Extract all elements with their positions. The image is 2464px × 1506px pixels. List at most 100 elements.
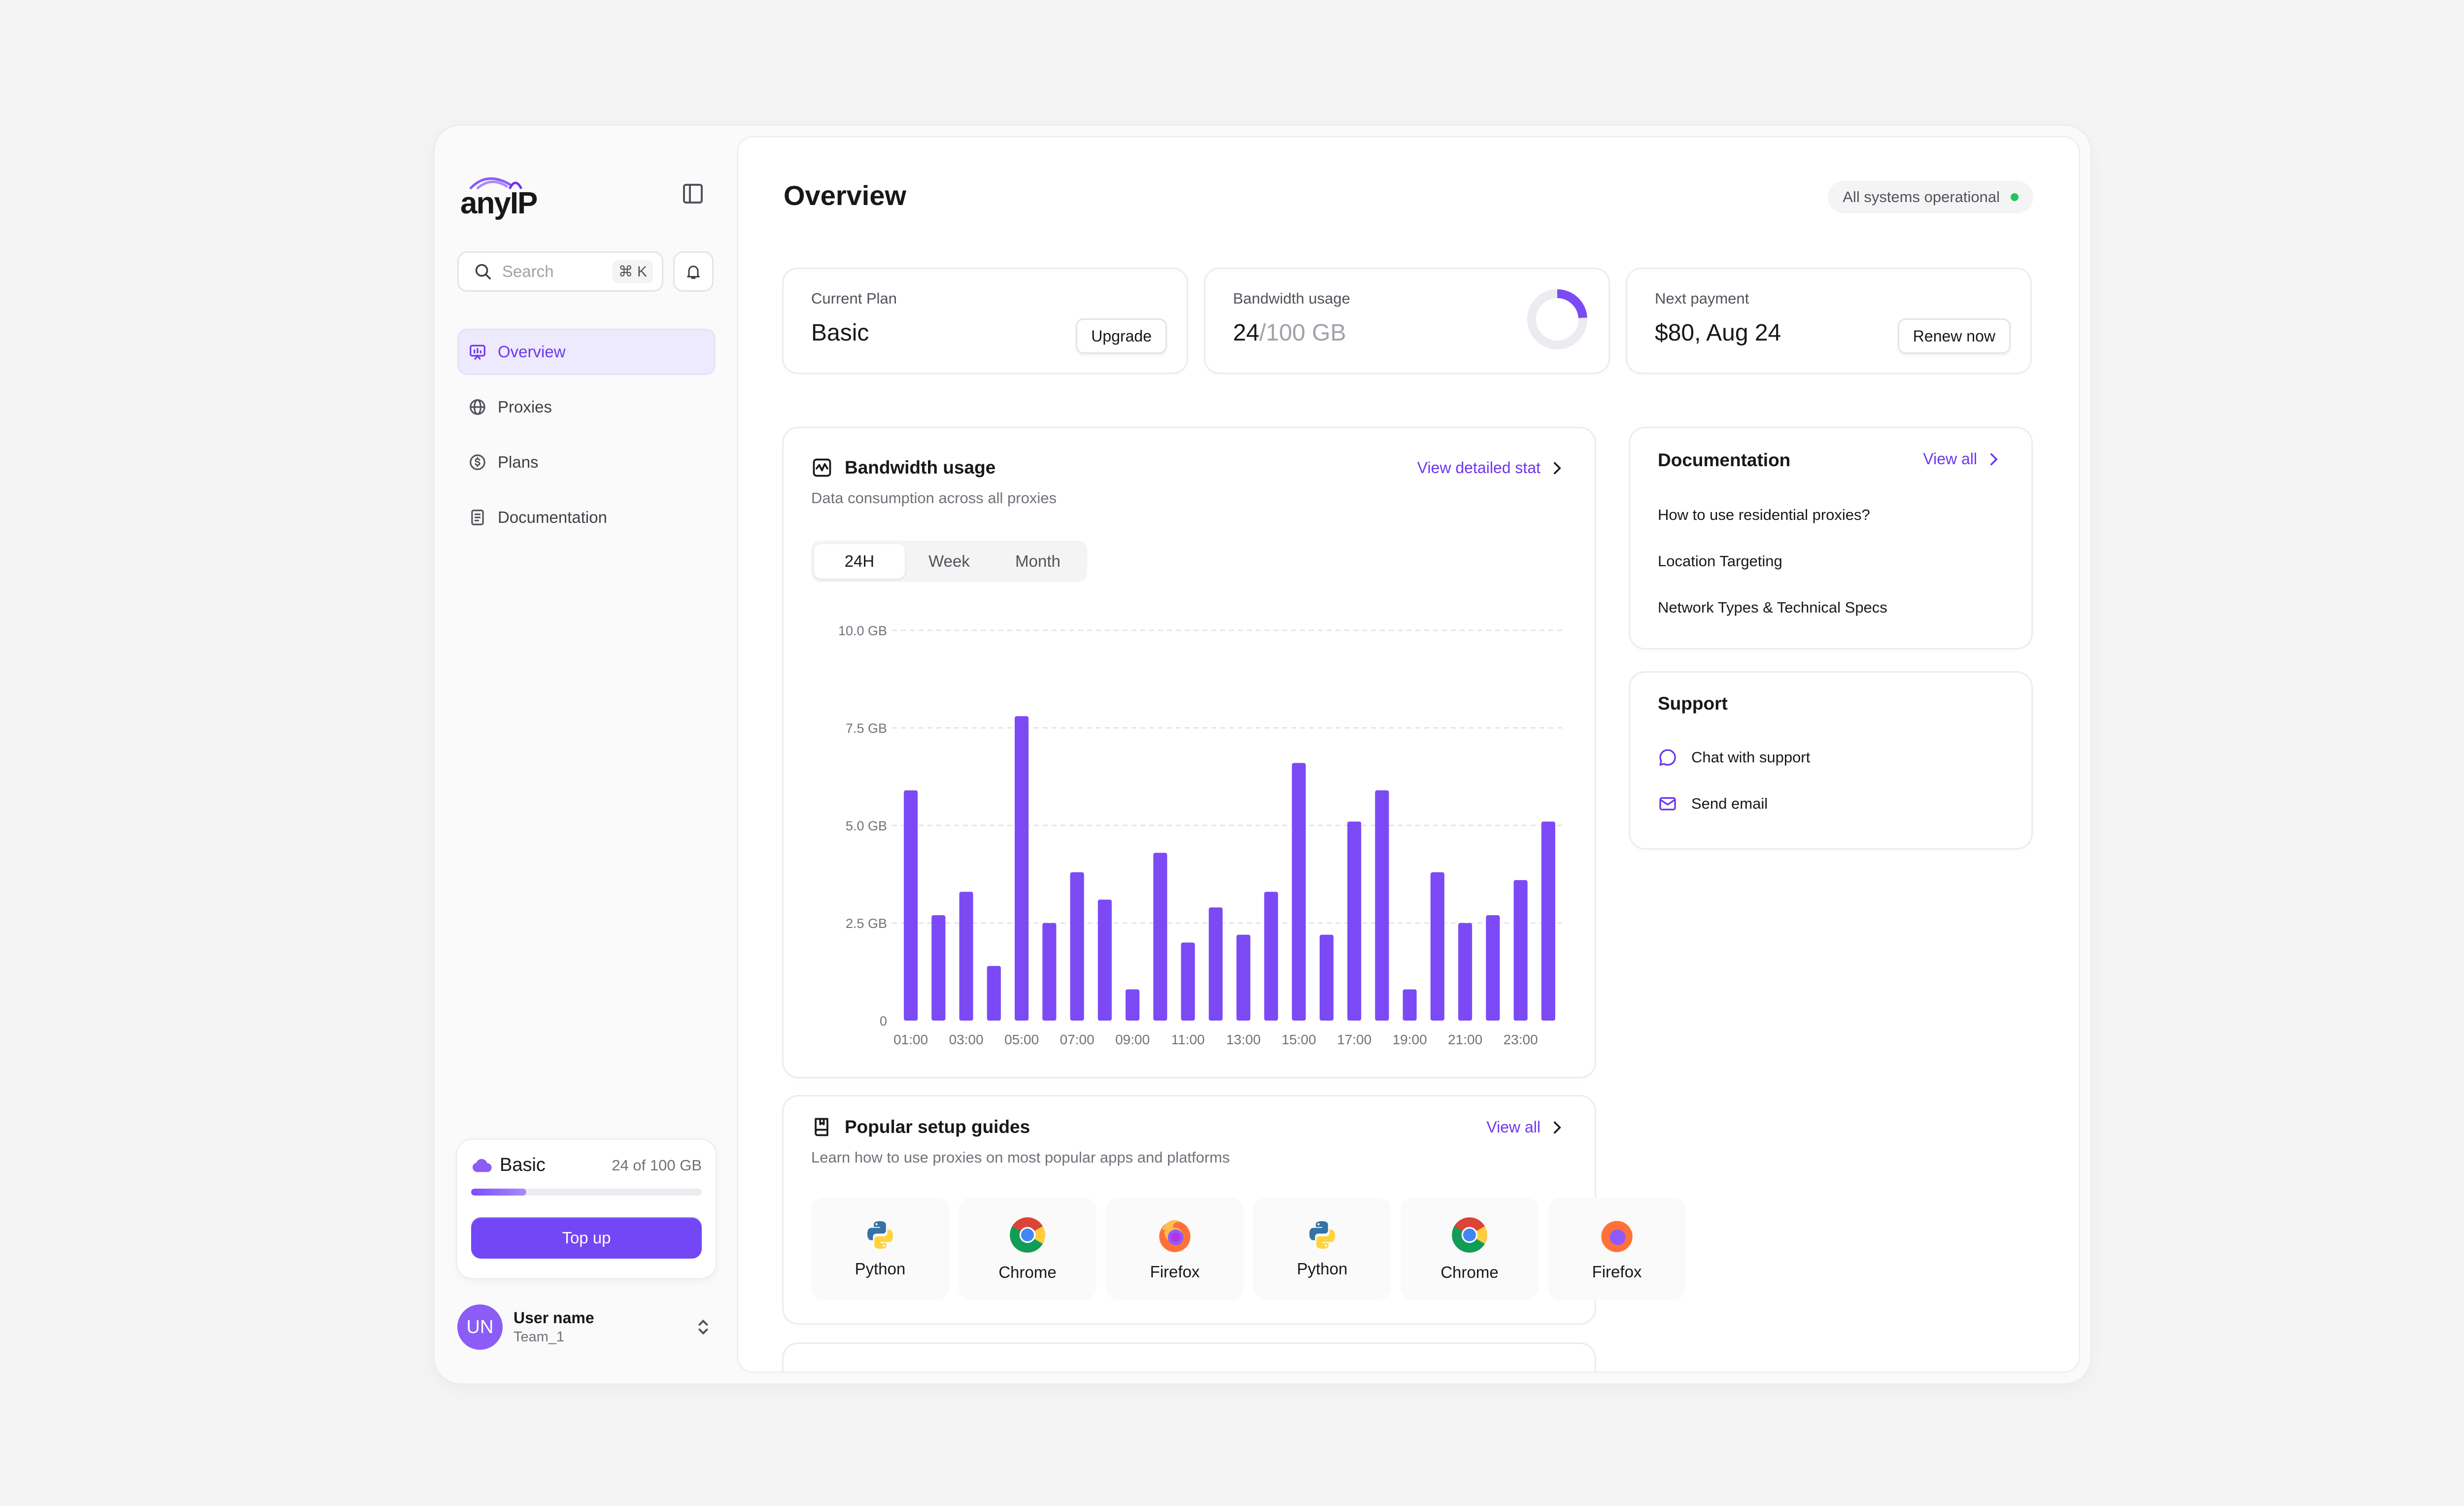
- support-item-label: Send email: [1691, 795, 1768, 812]
- chart-bar[interactable]: [1236, 934, 1251, 1021]
- x-tick-label: 21:00: [1448, 1032, 1482, 1047]
- x-tick-label: 17:00: [1337, 1032, 1371, 1047]
- chat-icon: [1659, 749, 1676, 766]
- chart-bar[interactable]: [1375, 790, 1389, 1021]
- bandwidth-used: 24: [1233, 320, 1260, 346]
- chat-with-support-link[interactable]: Chat with support: [1658, 748, 1810, 767]
- search-shortcut: ⌘ K: [612, 260, 653, 283]
- support-card: Support Chat with support Send email: [1630, 673, 2031, 848]
- status-dot-icon: [2011, 193, 2019, 201]
- dollar-icon: [470, 454, 485, 470]
- chart-bar[interactable]: [904, 790, 918, 1021]
- bandwidth-total: /100 GB: [1259, 320, 1346, 346]
- x-tick-label: 03:00: [949, 1032, 984, 1047]
- guide-name: Firefox: [1150, 1263, 1200, 1281]
- guide-firefox[interactable]: Firefox: [1548, 1198, 1686, 1300]
- chart-bar[interactable]: [1208, 907, 1223, 1021]
- chart-bar[interactable]: [1458, 923, 1472, 1021]
- chart-bar[interactable]: [1513, 880, 1528, 1021]
- notifications-button[interactable]: [673, 251, 714, 292]
- doc-link[interactable]: Network Types & Technical Specs: [1658, 599, 1887, 616]
- logo-arcs-icon: [469, 177, 523, 190]
- chart-bar[interactable]: [1015, 716, 1029, 1021]
- chrome-icon: [1010, 1217, 1045, 1253]
- tab-week[interactable]: Week: [928, 552, 970, 570]
- cloud-icon: [472, 1159, 492, 1172]
- send-email-link[interactable]: Send email: [1658, 794, 1768, 814]
- user-menu[interactable]: UN User name Team_1: [457, 1303, 716, 1351]
- sidebar-toggle-icon[interactable]: [683, 184, 703, 204]
- chart-bar[interactable]: [1347, 821, 1362, 1021]
- view-detailed-stat-link[interactable]: View detailed stat: [1417, 459, 1562, 477]
- chart-bar[interactable]: [1070, 872, 1084, 1021]
- card-title: Popular setup guides: [811, 1116, 1030, 1138]
- main-content: Overview All systems operational Current…: [738, 137, 2079, 1371]
- chevron-updown-icon[interactable]: [696, 1317, 711, 1337]
- x-tick-label: 19:00: [1393, 1032, 1427, 1047]
- guide-firefox[interactable]: Firefox: [1106, 1198, 1244, 1300]
- tab-24h[interactable]: 24H: [814, 544, 905, 579]
- doc-link[interactable]: How to use residential proxies?: [1658, 506, 1870, 523]
- renew-now-button[interactable]: Renew now: [1897, 318, 2011, 354]
- chart-bar[interactable]: [987, 966, 1001, 1021]
- upgrade-button[interactable]: Upgrade: [1076, 318, 1167, 354]
- chart-bar[interactable]: [931, 915, 946, 1021]
- logo[interactable]: anyIP: [460, 173, 538, 219]
- chart-bar[interactable]: [1403, 989, 1417, 1021]
- chart-bar[interactable]: [1153, 853, 1167, 1021]
- link-text: View all: [1923, 450, 1977, 468]
- stat-value: $80, Aug 24: [1655, 320, 1781, 346]
- card-title: Documentation: [1658, 450, 1791, 470]
- chart-bar[interactable]: [959, 891, 973, 1021]
- guide-python[interactable]: Python: [1253, 1198, 1391, 1300]
- card-title: Support: [1658, 693, 1728, 714]
- next-payment-card: Next payment $80, Aug 24 Renew now: [1627, 269, 2030, 373]
- chart-bar[interactable]: [1181, 942, 1195, 1021]
- chart-bar[interactable]: [1097, 899, 1112, 1021]
- plan-name: Basic: [471, 1155, 546, 1176]
- x-tick-label: 05:00: [1004, 1032, 1039, 1047]
- chart-bar[interactable]: [1319, 934, 1334, 1021]
- x-tick-label: 23:00: [1504, 1032, 1538, 1047]
- chart-bar[interactable]: [1541, 821, 1555, 1021]
- search-input[interactable]: Search ⌘ K: [457, 251, 663, 292]
- sidebar-item-proxies[interactable]: Proxies: [457, 384, 716, 430]
- card-title-text: Bandwidth usage: [845, 457, 996, 478]
- avatar: UN: [457, 1304, 503, 1350]
- card-title: Bandwidth usage: [811, 457, 995, 479]
- chart-bar[interactable]: [1486, 915, 1500, 1021]
- sidebar-item-documentation[interactable]: Documentation: [457, 494, 716, 541]
- guide-python[interactable]: Python: [811, 1198, 949, 1300]
- guides-view-all-link[interactable]: View all: [1486, 1118, 1562, 1136]
- chart-bar[interactable]: [1126, 989, 1140, 1021]
- guide-chrome[interactable]: Chrome: [1401, 1198, 1539, 1300]
- doc-link[interactable]: Location Targeting: [1658, 552, 1782, 570]
- docs-view-all-link[interactable]: View all: [1923, 450, 1999, 468]
- period-tabs: 24H Week Month: [811, 541, 1087, 582]
- chart-bar[interactable]: [1292, 763, 1306, 1021]
- top-up-button[interactable]: Top up: [471, 1217, 702, 1259]
- firefox-icon: [1159, 1220, 1191, 1252]
- sidebar-item-label: Documentation: [498, 508, 607, 526]
- chart-bar[interactable]: [1430, 872, 1444, 1021]
- guide-chrome[interactable]: Chrome: [958, 1198, 1096, 1300]
- sidebar-item-overview[interactable]: Overview: [457, 329, 716, 375]
- tab-month[interactable]: Month: [1015, 552, 1061, 570]
- current-plan-card: Current Plan Basic Upgrade: [784, 269, 1187, 373]
- chart-bar[interactable]: [1264, 891, 1278, 1021]
- bandwidth-donut-arc: [1527, 289, 1587, 349]
- card-subtitle: Learn how to use proxies on most popular…: [811, 1149, 1230, 1166]
- system-status-badge: All systems operational: [1828, 181, 2033, 213]
- sidebar-item-plans[interactable]: Plans: [457, 439, 716, 485]
- python-icon: [867, 1221, 893, 1249]
- y-tick-label: 10.0 GB: [838, 623, 887, 638]
- y-tick-label: 7.5 GB: [846, 721, 887, 736]
- chart-bar[interactable]: [1042, 923, 1057, 1021]
- x-tick-label: 15:00: [1282, 1032, 1316, 1047]
- guide-name: Firefox: [1592, 1263, 1642, 1281]
- stat-label: Next payment: [1655, 290, 1749, 307]
- x-tick-label: 01:00: [893, 1032, 928, 1047]
- system-status-text: All systems operational: [1843, 188, 2000, 205]
- chevron-right-icon: [1554, 1121, 1561, 1133]
- documentation-card: Documentation View all How to use reside…: [1630, 428, 2031, 648]
